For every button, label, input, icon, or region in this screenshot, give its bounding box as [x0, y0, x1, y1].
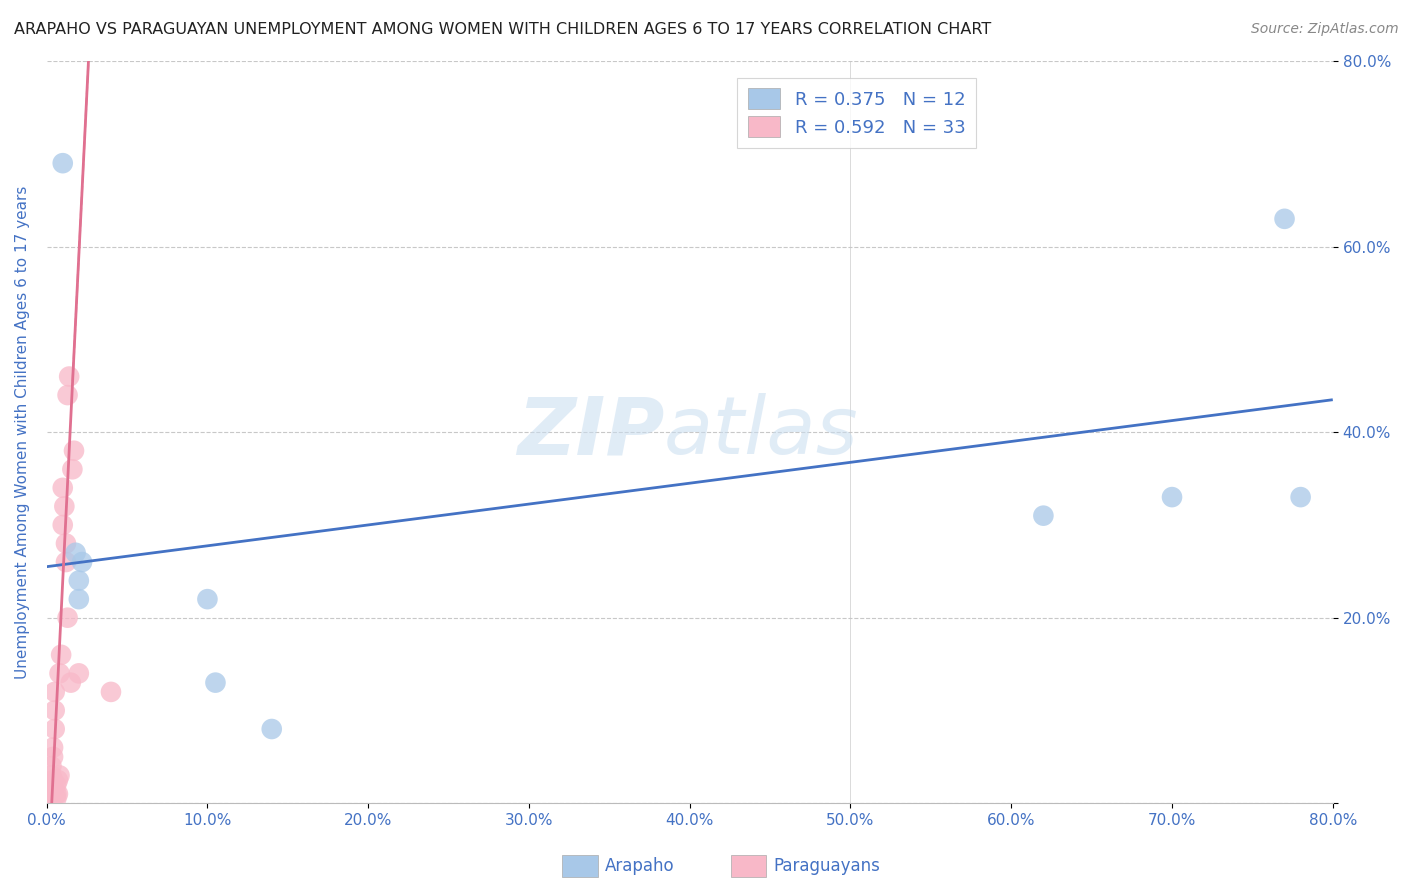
Point — [65, 546, 87, 560]
Point — [56, 610, 79, 624]
Point — [45, 778, 67, 792]
Point — [67, 666, 90, 681]
Point — [56, 388, 79, 402]
Point — [60, 462, 83, 476]
Point — [59, 675, 82, 690]
Point — [52, 156, 75, 170]
Point — [260, 722, 283, 736]
Point — [41, 768, 63, 782]
Point — [1032, 508, 1054, 523]
Text: Paraguayans: Paraguayans — [773, 857, 880, 875]
Point — [44, 685, 66, 699]
Point — [41, 782, 63, 797]
Text: Source: ZipAtlas.com: Source: ZipAtlas.com — [1251, 22, 1399, 37]
Point — [38, 778, 60, 792]
Point — [42, 772, 65, 787]
Point — [44, 703, 66, 717]
Point — [46, 787, 69, 801]
Point — [41, 759, 63, 773]
Point — [49, 648, 72, 662]
Text: ARAPAHO VS PARAGUAYAN UNEMPLOYMENT AMONG WOMEN WITH CHILDREN AGES 6 TO 17 YEARS : ARAPAHO VS PARAGUAYAN UNEMPLOYMENT AMONG… — [14, 22, 991, 37]
Point — [45, 791, 67, 805]
Point — [48, 666, 70, 681]
Point — [1289, 490, 1312, 504]
Point — [38, 791, 60, 805]
Point — [197, 592, 219, 607]
Point — [1161, 490, 1184, 504]
Point — [55, 555, 77, 569]
Legend: R = 0.375   N = 12, R = 0.592   N = 33: R = 0.375 N = 12, R = 0.592 N = 33 — [737, 78, 977, 148]
Point — [100, 685, 122, 699]
Point — [53, 500, 76, 514]
Point — [45, 787, 67, 801]
Text: ZIP: ZIP — [516, 393, 664, 471]
Point — [204, 675, 226, 690]
Point — [52, 517, 75, 532]
Point — [42, 740, 65, 755]
Point — [1274, 211, 1296, 226]
Point — [52, 481, 75, 495]
Text: atlas: atlas — [664, 393, 859, 471]
Point — [48, 768, 70, 782]
Y-axis label: Unemployment Among Women with Children Ages 6 to 17 years: Unemployment Among Women with Children A… — [15, 186, 30, 679]
Point — [70, 555, 93, 569]
Point — [63, 443, 86, 458]
Point — [44, 722, 66, 736]
Point — [58, 369, 80, 384]
Text: Arapaho: Arapaho — [605, 857, 675, 875]
Point — [67, 592, 90, 607]
Point — [46, 772, 69, 787]
Point — [38, 787, 60, 801]
Point — [67, 574, 90, 588]
Point — [55, 536, 77, 550]
Point — [42, 749, 65, 764]
